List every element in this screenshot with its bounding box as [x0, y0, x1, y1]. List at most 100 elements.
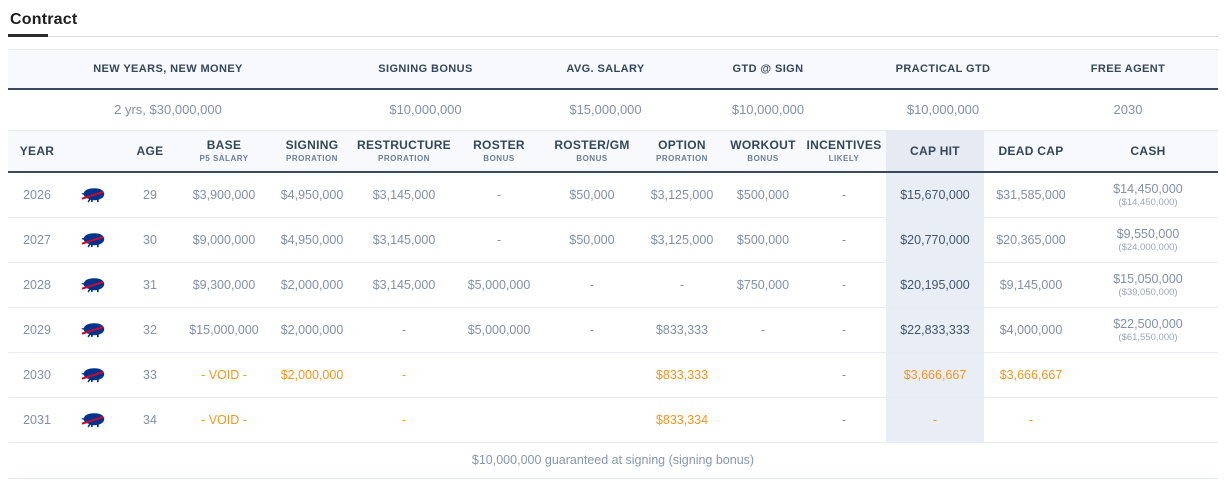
- cell-value: -: [841, 413, 847, 427]
- cell-value: $9,000,000: [192, 233, 256, 247]
- cell-signing: [270, 397, 354, 443]
- cell-value: $3,666,667: [999, 368, 1063, 382]
- summary-value-cell: 2030: [1038, 89, 1218, 130]
- cell-cap_hit: $3,666,667: [886, 352, 984, 398]
- column-header-roster: ROSTER BONUS: [454, 130, 544, 173]
- cell-year: 2026: [8, 172, 66, 218]
- cell-dead_cap: -: [984, 397, 1078, 443]
- cell-value: $3,145,000: [372, 278, 436, 292]
- cell-dead_cap: $9,145,000: [984, 262, 1078, 308]
- buffalo-bills-logo-icon: [81, 323, 105, 338]
- column-label: BASE: [206, 138, 242, 152]
- column-header-option: OPTION PRORATION: [640, 130, 724, 173]
- footer-note: $10,000,000 guaranteed at signing (signi…: [8, 442, 1218, 479]
- cell-cash: $14,450,000 ($14,450,000): [1078, 172, 1218, 218]
- column-sub-label: BONUS: [576, 154, 608, 163]
- cell-option: $833,334: [640, 397, 724, 443]
- cell-value: -: [401, 413, 407, 427]
- cell-dead_cap: $3,666,667: [984, 352, 1078, 398]
- cell-value: 2030: [23, 368, 51, 382]
- cell-value: -: [496, 188, 502, 202]
- column-header-cash: CASH: [1078, 130, 1218, 173]
- table-row: 2026 29 $3,900,000 $4,950,000 $3,145,000 - $5…: [8, 172, 1218, 218]
- cell-value: 31: [143, 278, 157, 292]
- cell-team: [66, 352, 122, 398]
- cell-value: $5,000,000: [467, 323, 531, 337]
- cell-roster_gm: -: [544, 307, 640, 353]
- cell-value: $833,333: [655, 323, 709, 337]
- cell-value: 34: [143, 413, 157, 427]
- cell-value: - VOID -: [201, 413, 247, 427]
- cell-value: $31,585,000: [996, 188, 1066, 202]
- cell-base: - VOID -: [178, 397, 270, 443]
- column-header-workout: WORKOUT BONUS: [724, 130, 802, 173]
- cell-base: $3,900,000: [178, 172, 270, 218]
- cell-workout: $750,000: [724, 262, 802, 308]
- column-header-age: AGE: [122, 130, 178, 173]
- table-row: 2030 33 - VOID - $2,000,000 - $833,333 - $3,66…: [8, 352, 1218, 398]
- cell-age: 34: [122, 397, 178, 443]
- cell-restructure: $3,145,000: [354, 172, 454, 218]
- cell-value: 32: [143, 323, 157, 337]
- column-sub-label: LIKELY: [828, 154, 860, 163]
- cell-value: -: [1028, 413, 1034, 427]
- cell-incentives: -: [802, 352, 886, 398]
- cell-team: [66, 307, 122, 353]
- cell-cap_hit: $22,833,333: [886, 307, 984, 353]
- column-header-incentives: INCENTIVES LIKELY: [802, 130, 886, 173]
- buffalo-bills-logo-icon: [81, 233, 105, 248]
- cell-value: -: [496, 233, 502, 247]
- summary-header-cell: GTD @ SIGN: [688, 49, 848, 90]
- cell-option: $3,125,000: [640, 217, 724, 263]
- column-sub-label: PRORATION: [378, 154, 430, 163]
- cell-value: $5,000,000: [467, 278, 531, 292]
- cell-dead_cap: $20,365,000: [984, 217, 1078, 263]
- cell-value: $4,950,000: [280, 233, 344, 247]
- cell-base: - VOID -: [178, 352, 270, 398]
- cell-value: $500,000: [736, 188, 790, 202]
- summary-value-cell: $15,000,000: [523, 89, 688, 130]
- cell-value: $833,334: [655, 413, 709, 427]
- cash-dead-value: ($39,050,000): [1118, 287, 1178, 298]
- summary-value-cell: $10,000,000: [688, 89, 848, 130]
- column-sub-label: BONUS: [747, 154, 779, 163]
- cell-value: -: [589, 278, 595, 292]
- cell-value: -: [401, 323, 407, 337]
- table-row: 2028 31 $9,300,000 $2,000,000 $3,145,000 $5,…: [8, 262, 1218, 308]
- cell-value: $15,000,000: [189, 323, 259, 337]
- column-label: WORKOUT: [730, 138, 796, 152]
- cell-value: $22,500,000: [1113, 317, 1183, 331]
- cell-value: $3,145,000: [372, 188, 436, 202]
- cell-value: $50,000: [569, 188, 615, 202]
- column-label: RESTRUCTURE: [357, 138, 451, 152]
- cell-option: $833,333: [640, 352, 724, 398]
- cell-cash: [1078, 397, 1218, 443]
- cell-value: -: [841, 278, 847, 292]
- cell-value: $3,125,000: [650, 188, 714, 202]
- cell-workout: -: [724, 307, 802, 353]
- cell-value: 33: [143, 368, 157, 382]
- cell-restructure: -: [354, 307, 454, 353]
- column-sub-label: PRORATION: [656, 154, 708, 163]
- cell-value: 2028: [23, 278, 51, 292]
- cell-value: $2,000,000: [280, 278, 344, 292]
- cell-roster: -: [454, 172, 544, 218]
- column-header-base: BASE P5 SALARY: [178, 130, 270, 173]
- summary-value-cell: 2 yrs, $30,000,000: [8, 89, 328, 130]
- column-label: INCENTIVES: [806, 138, 882, 152]
- cell-value: 30: [143, 233, 157, 247]
- cell-workout: $500,000: [724, 217, 802, 263]
- cell-dead_cap: $31,585,000: [984, 172, 1078, 218]
- contract-header-row: YEAR AGE BASE P5 SALARY SIGNING PRORATION REST…: [8, 130, 1218, 173]
- summary-header-cell: PRACTICAL GTD: [848, 49, 1038, 90]
- cell-value: -: [841, 368, 847, 382]
- cell-value: 2027: [23, 233, 51, 247]
- cell-roster: [454, 397, 544, 443]
- table-row: 2031 34 - VOID - - $833,334 - - -: [8, 397, 1218, 443]
- cell-base: $9,000,000: [178, 217, 270, 263]
- cell-incentives: -: [802, 397, 886, 443]
- cell-value: $2,000,000: [280, 323, 344, 337]
- cell-age: 31: [122, 262, 178, 308]
- cell-restructure: $3,145,000: [354, 217, 454, 263]
- cell-cash: $15,050,000 ($39,050,000): [1078, 262, 1218, 308]
